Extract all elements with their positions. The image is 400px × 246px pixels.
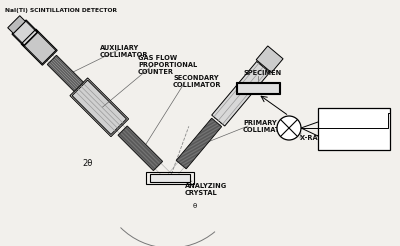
Text: X-RAY TUBE
HIGH VOLTAGE
GENERATOR: X-RAY TUBE HIGH VOLTAGE GENERATOR xyxy=(320,111,368,128)
Text: SECONDARY
COLLIMATOR: SECONDARY COLLIMATOR xyxy=(173,75,222,88)
Text: SPECIMEN: SPECIMEN xyxy=(243,70,281,76)
Text: AUXILIARY
COLLIMATOR: AUXILIARY COLLIMATOR xyxy=(100,45,148,58)
Polygon shape xyxy=(47,55,83,91)
Polygon shape xyxy=(13,21,37,45)
Text: PRIMARY
COLLIMATOR: PRIMARY COLLIMATOR xyxy=(243,120,292,133)
Text: X-RAY TUBE: X-RAY TUBE xyxy=(300,135,344,141)
Polygon shape xyxy=(256,46,283,73)
Circle shape xyxy=(277,116,301,140)
Polygon shape xyxy=(237,83,279,93)
Polygon shape xyxy=(150,174,190,182)
Text: NaI(Tl) SCINTILLATION DETECTOR: NaI(Tl) SCINTILLATION DETECTOR xyxy=(5,8,117,13)
Polygon shape xyxy=(176,118,222,169)
FancyBboxPatch shape xyxy=(318,108,390,150)
Text: θ: θ xyxy=(193,203,197,209)
Text: ANALYZING
CRYSTAL: ANALYZING CRYSTAL xyxy=(185,183,227,196)
Polygon shape xyxy=(118,126,162,170)
Polygon shape xyxy=(22,31,56,64)
Polygon shape xyxy=(212,62,270,126)
Polygon shape xyxy=(8,16,25,33)
Text: GAS FLOW
PROPORTIONAL
COUNTER: GAS FLOW PROPORTIONAL COUNTER xyxy=(138,55,197,75)
Polygon shape xyxy=(72,80,126,135)
Text: 2θ: 2θ xyxy=(82,158,92,168)
